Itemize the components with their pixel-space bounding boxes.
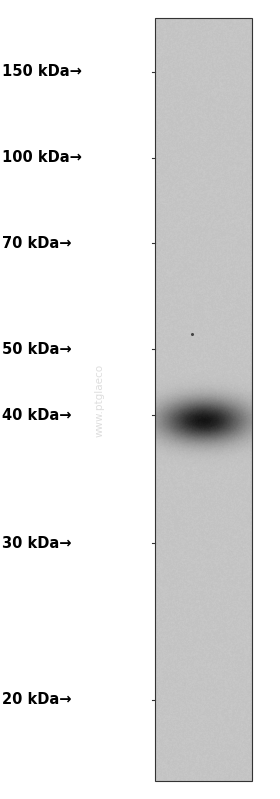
Bar bbox=[155, 18, 252, 781]
Text: 150 kDa→: 150 kDa→ bbox=[2, 65, 82, 79]
Text: 100 kDa→: 100 kDa→ bbox=[2, 150, 82, 165]
Text: 50 kDa→: 50 kDa→ bbox=[2, 341, 72, 356]
Text: 30 kDa→: 30 kDa→ bbox=[2, 535, 71, 551]
Text: 70 kDa→: 70 kDa→ bbox=[2, 236, 71, 251]
Text: www.ptglaeco: www.ptglaeco bbox=[95, 364, 105, 436]
Text: 40 kDa→: 40 kDa→ bbox=[2, 407, 71, 423]
Text: 20 kDa→: 20 kDa→ bbox=[2, 693, 71, 707]
